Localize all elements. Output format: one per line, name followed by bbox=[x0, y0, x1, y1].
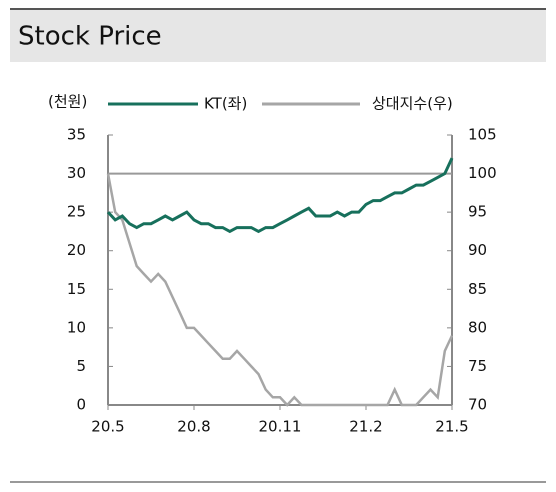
x-tick-label: 21.5 bbox=[435, 418, 468, 436]
x-tick-label: 20.5 bbox=[91, 418, 124, 436]
y-tick-label: 35 bbox=[67, 126, 86, 144]
y2-tick-label: 85 bbox=[468, 280, 487, 298]
y-tick-label: 10 bbox=[67, 318, 86, 336]
series-line bbox=[106, 157, 454, 234]
y-tick-label: 0 bbox=[76, 396, 86, 414]
y-tick-label: 15 bbox=[67, 280, 86, 298]
y-tick-label: 25 bbox=[67, 203, 86, 221]
y-tick-label: 5 bbox=[76, 357, 86, 375]
legend-label: KT(좌) bbox=[204, 95, 247, 113]
series-line bbox=[106, 173, 454, 407]
y2-tick-label: 90 bbox=[468, 241, 487, 259]
chart-title: Stock Price bbox=[18, 22, 162, 52]
x-tick-label: 20.8 bbox=[177, 418, 210, 436]
y2-tick-label: 80 bbox=[468, 318, 487, 336]
y2-tick-label: 105 bbox=[468, 126, 497, 144]
y-axis-label: (천원) bbox=[48, 93, 87, 111]
legend-label: 상대지수(우) bbox=[372, 95, 453, 113]
y-tick-label: 20 bbox=[67, 241, 86, 259]
y2-tick-label: 70 bbox=[468, 396, 487, 414]
y-tick-label: 30 bbox=[67, 164, 86, 182]
y2-tick-label: 100 bbox=[468, 164, 497, 182]
header-band bbox=[10, 10, 546, 62]
x-tick-label: 21.2 bbox=[349, 418, 382, 436]
x-tick-label: 20.11 bbox=[259, 418, 302, 436]
y2-tick-label: 95 bbox=[468, 203, 487, 221]
y2-tick-label: 75 bbox=[468, 357, 487, 375]
